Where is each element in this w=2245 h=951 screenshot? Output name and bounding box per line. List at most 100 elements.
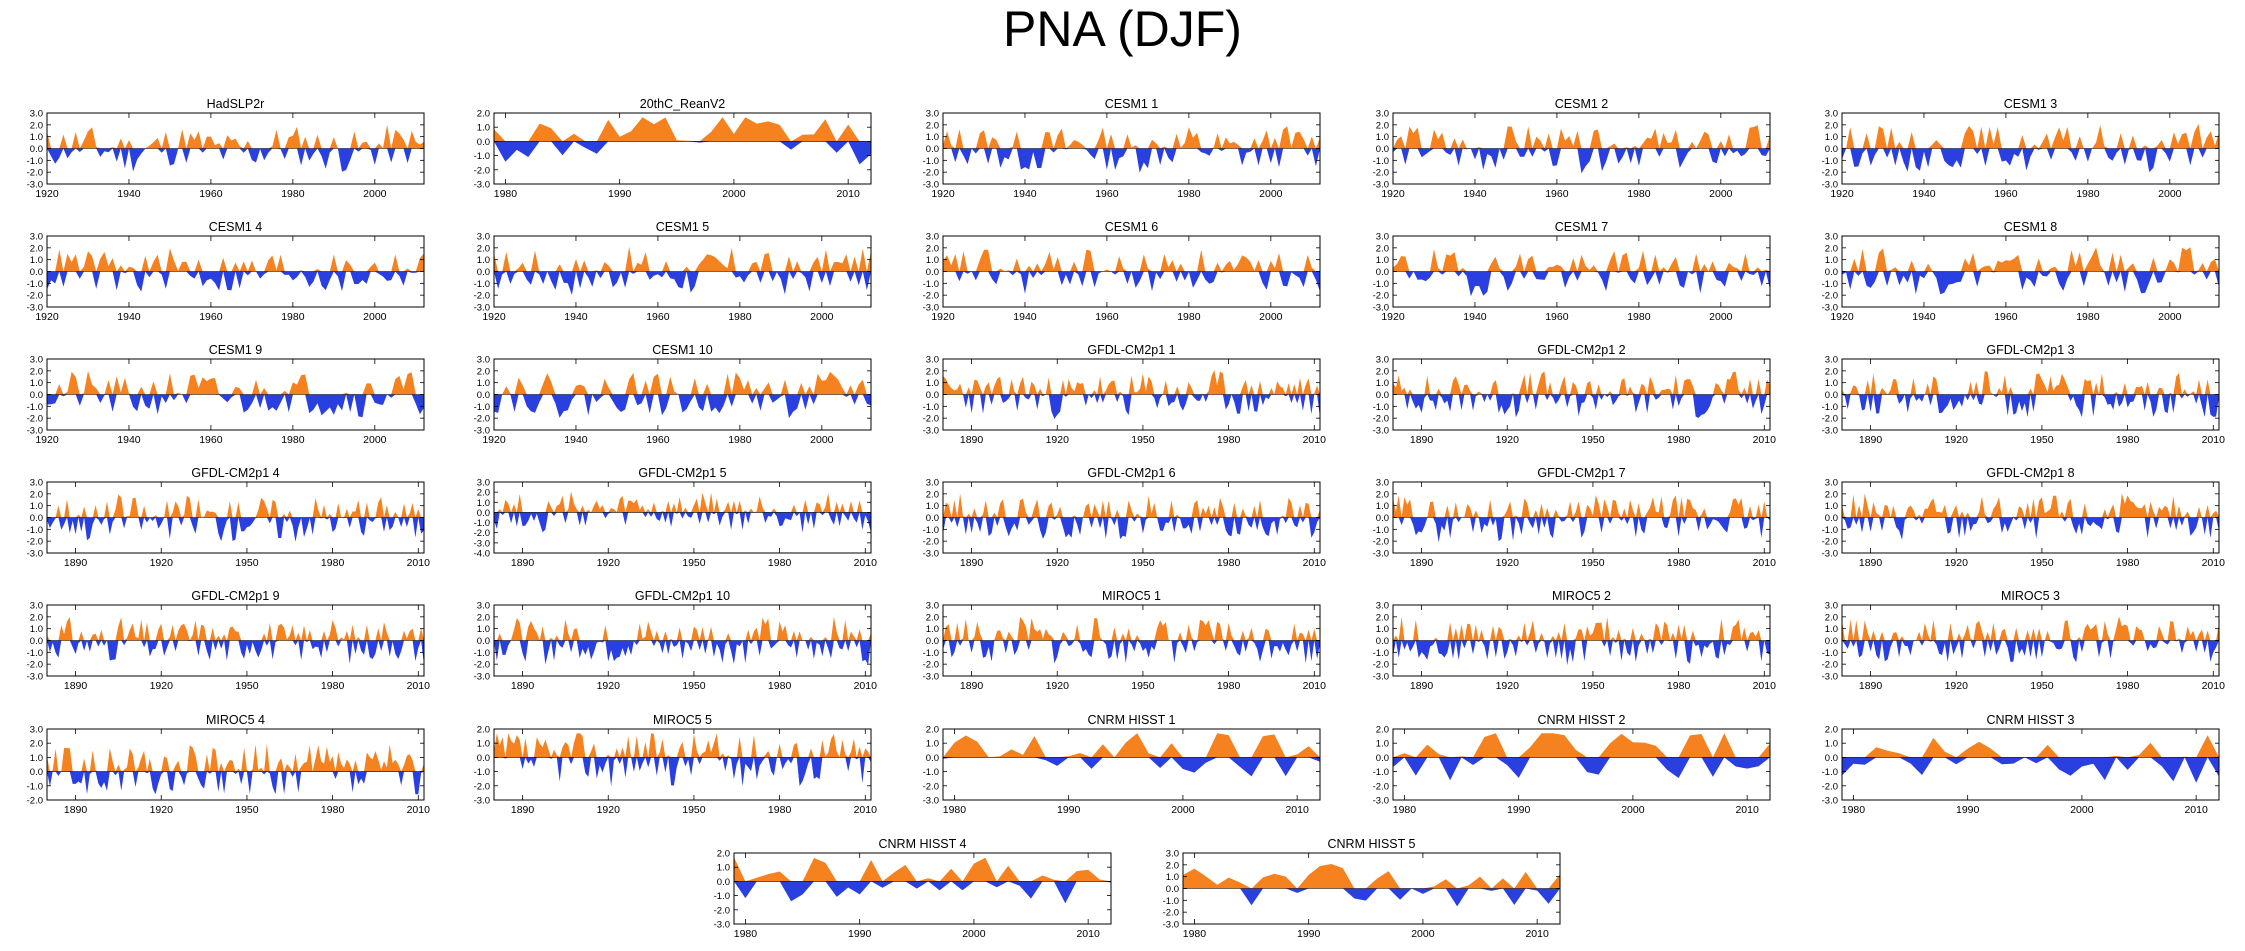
y-tick-label: 0.0 (926, 753, 939, 764)
x-tick-label: 1890 (64, 557, 88, 569)
x-tick-label: 1980 (494, 188, 518, 200)
x-tick-label: 1960 (1994, 188, 2018, 200)
panel-title: CESM1 10 (652, 343, 712, 357)
y-tick-label: -2.0 (923, 660, 939, 671)
y-tick-label: -2.0 (1822, 291, 1838, 302)
x-tick-label: 1890 (64, 804, 88, 816)
x-tick-label: 1920 (1945, 434, 1969, 446)
y-tick-label: 3.0 (1376, 478, 1389, 489)
panel-title: CESM1 4 (209, 220, 263, 234)
x-tick-label: 1940 (1912, 311, 1936, 323)
y-tick-label: 2.0 (30, 612, 43, 623)
x-tick-label: 2000 (2070, 804, 2094, 816)
y-tick-label: 1.0 (30, 501, 43, 512)
y-tick-label: -2.0 (1373, 168, 1389, 179)
negative-area (1393, 271, 1770, 297)
x-tick-label: 1980 (1627, 188, 1651, 200)
panel-title: CESM1 9 (209, 343, 263, 357)
y-tick-label: -1.0 (1822, 525, 1838, 536)
positive-area (1842, 616, 2219, 641)
y-tick-label: 1.0 (1825, 255, 1838, 266)
x-tick-label: 1920 (1496, 557, 1520, 569)
y-tick-label: 1.0 (717, 863, 730, 874)
y-tick-label: 3.0 (30, 725, 43, 736)
y-tick-label: -1.0 (474, 767, 490, 778)
y-tick-label: -1.0 (1373, 402, 1389, 413)
y-tick-label: -3.0 (474, 538, 490, 549)
x-tick-label: 2000 (2158, 188, 2182, 200)
x-tick-label: 1950 (1581, 434, 1605, 446)
panel-title: MIROC5 3 (2001, 589, 2060, 603)
x-tick-label: 1980 (281, 188, 305, 200)
x-tick-label: 1980 (1842, 804, 1866, 816)
x-tick-label: 1980 (1183, 928, 1207, 940)
y-tick-label: 1.0 (1166, 872, 1179, 883)
y-tick-label: 2.0 (926, 366, 939, 377)
x-tick-label: 1950 (1131, 680, 1155, 692)
negative-area (47, 394, 424, 418)
y-tick-label: 0.0 (1376, 636, 1389, 647)
x-tick-label: 1980 (2076, 188, 2100, 200)
y-tick-label: 2.0 (1376, 366, 1389, 377)
y-tick-label: 2.0 (1376, 725, 1389, 736)
x-tick-label: 1990 (1297, 928, 1321, 940)
plot-frame (493, 112, 872, 185)
x-tick-label: 1920 (482, 311, 506, 323)
x-tick-label: 2000 (810, 311, 834, 323)
x-tick-label: 1980 (321, 557, 345, 569)
x-tick-label: 2010 (407, 557, 431, 569)
x-tick-label: 1960 (1545, 188, 1569, 200)
y-tick-label: 2.0 (926, 612, 939, 623)
plot-frame (46, 728, 425, 801)
y-tick-label: -3.0 (923, 180, 939, 191)
panel-title: GFDL-CM2p1 10 (635, 589, 730, 603)
plot-frame (493, 481, 872, 554)
y-tick-label: -3.0 (1373, 549, 1389, 560)
y-tick-label: -3.0 (474, 796, 490, 807)
y-tick-label: 2.0 (1166, 860, 1179, 871)
negative-area (943, 148, 1320, 173)
y-tick-label: -1.0 (714, 891, 730, 902)
negative-area (494, 394, 871, 419)
negative-area (943, 640, 1320, 664)
positive-area (1842, 371, 2219, 395)
y-tick-label: 3.0 (30, 355, 43, 366)
y-tick-label: -2.0 (27, 537, 43, 548)
x-tick-label: 1980 (1217, 557, 1241, 569)
x-tick-label: 2010 (854, 557, 878, 569)
y-tick-label: 0.0 (926, 636, 939, 647)
x-tick-label: 2000 (1709, 188, 1733, 200)
y-tick-label: 0.0 (30, 267, 43, 278)
panel-title: CNRM HISST 1 (1088, 713, 1176, 727)
negative-area (47, 517, 424, 542)
positive-area (943, 370, 1320, 395)
positive-area (943, 733, 1320, 758)
x-tick-label: 2000 (1259, 311, 1283, 323)
x-tick-label: 1980 (281, 311, 305, 323)
y-tick-label: 0.0 (1825, 144, 1838, 155)
y-tick-label: -3.0 (27, 672, 43, 683)
y-tick-label: 2.0 (477, 366, 490, 377)
x-tick-label: 1960 (1095, 311, 1119, 323)
x-tick-label: 2000 (363, 434, 387, 446)
y-tick-label: 1.0 (926, 255, 939, 266)
x-tick-label: 1980 (1217, 434, 1241, 446)
x-tick-label: 1890 (960, 434, 984, 446)
panel-title: GFDL-CM2p1 9 (191, 589, 279, 603)
y-tick-label: 1.0 (30, 753, 43, 764)
x-tick-label: 1980 (768, 680, 792, 692)
y-tick-label: 3.0 (477, 601, 490, 612)
